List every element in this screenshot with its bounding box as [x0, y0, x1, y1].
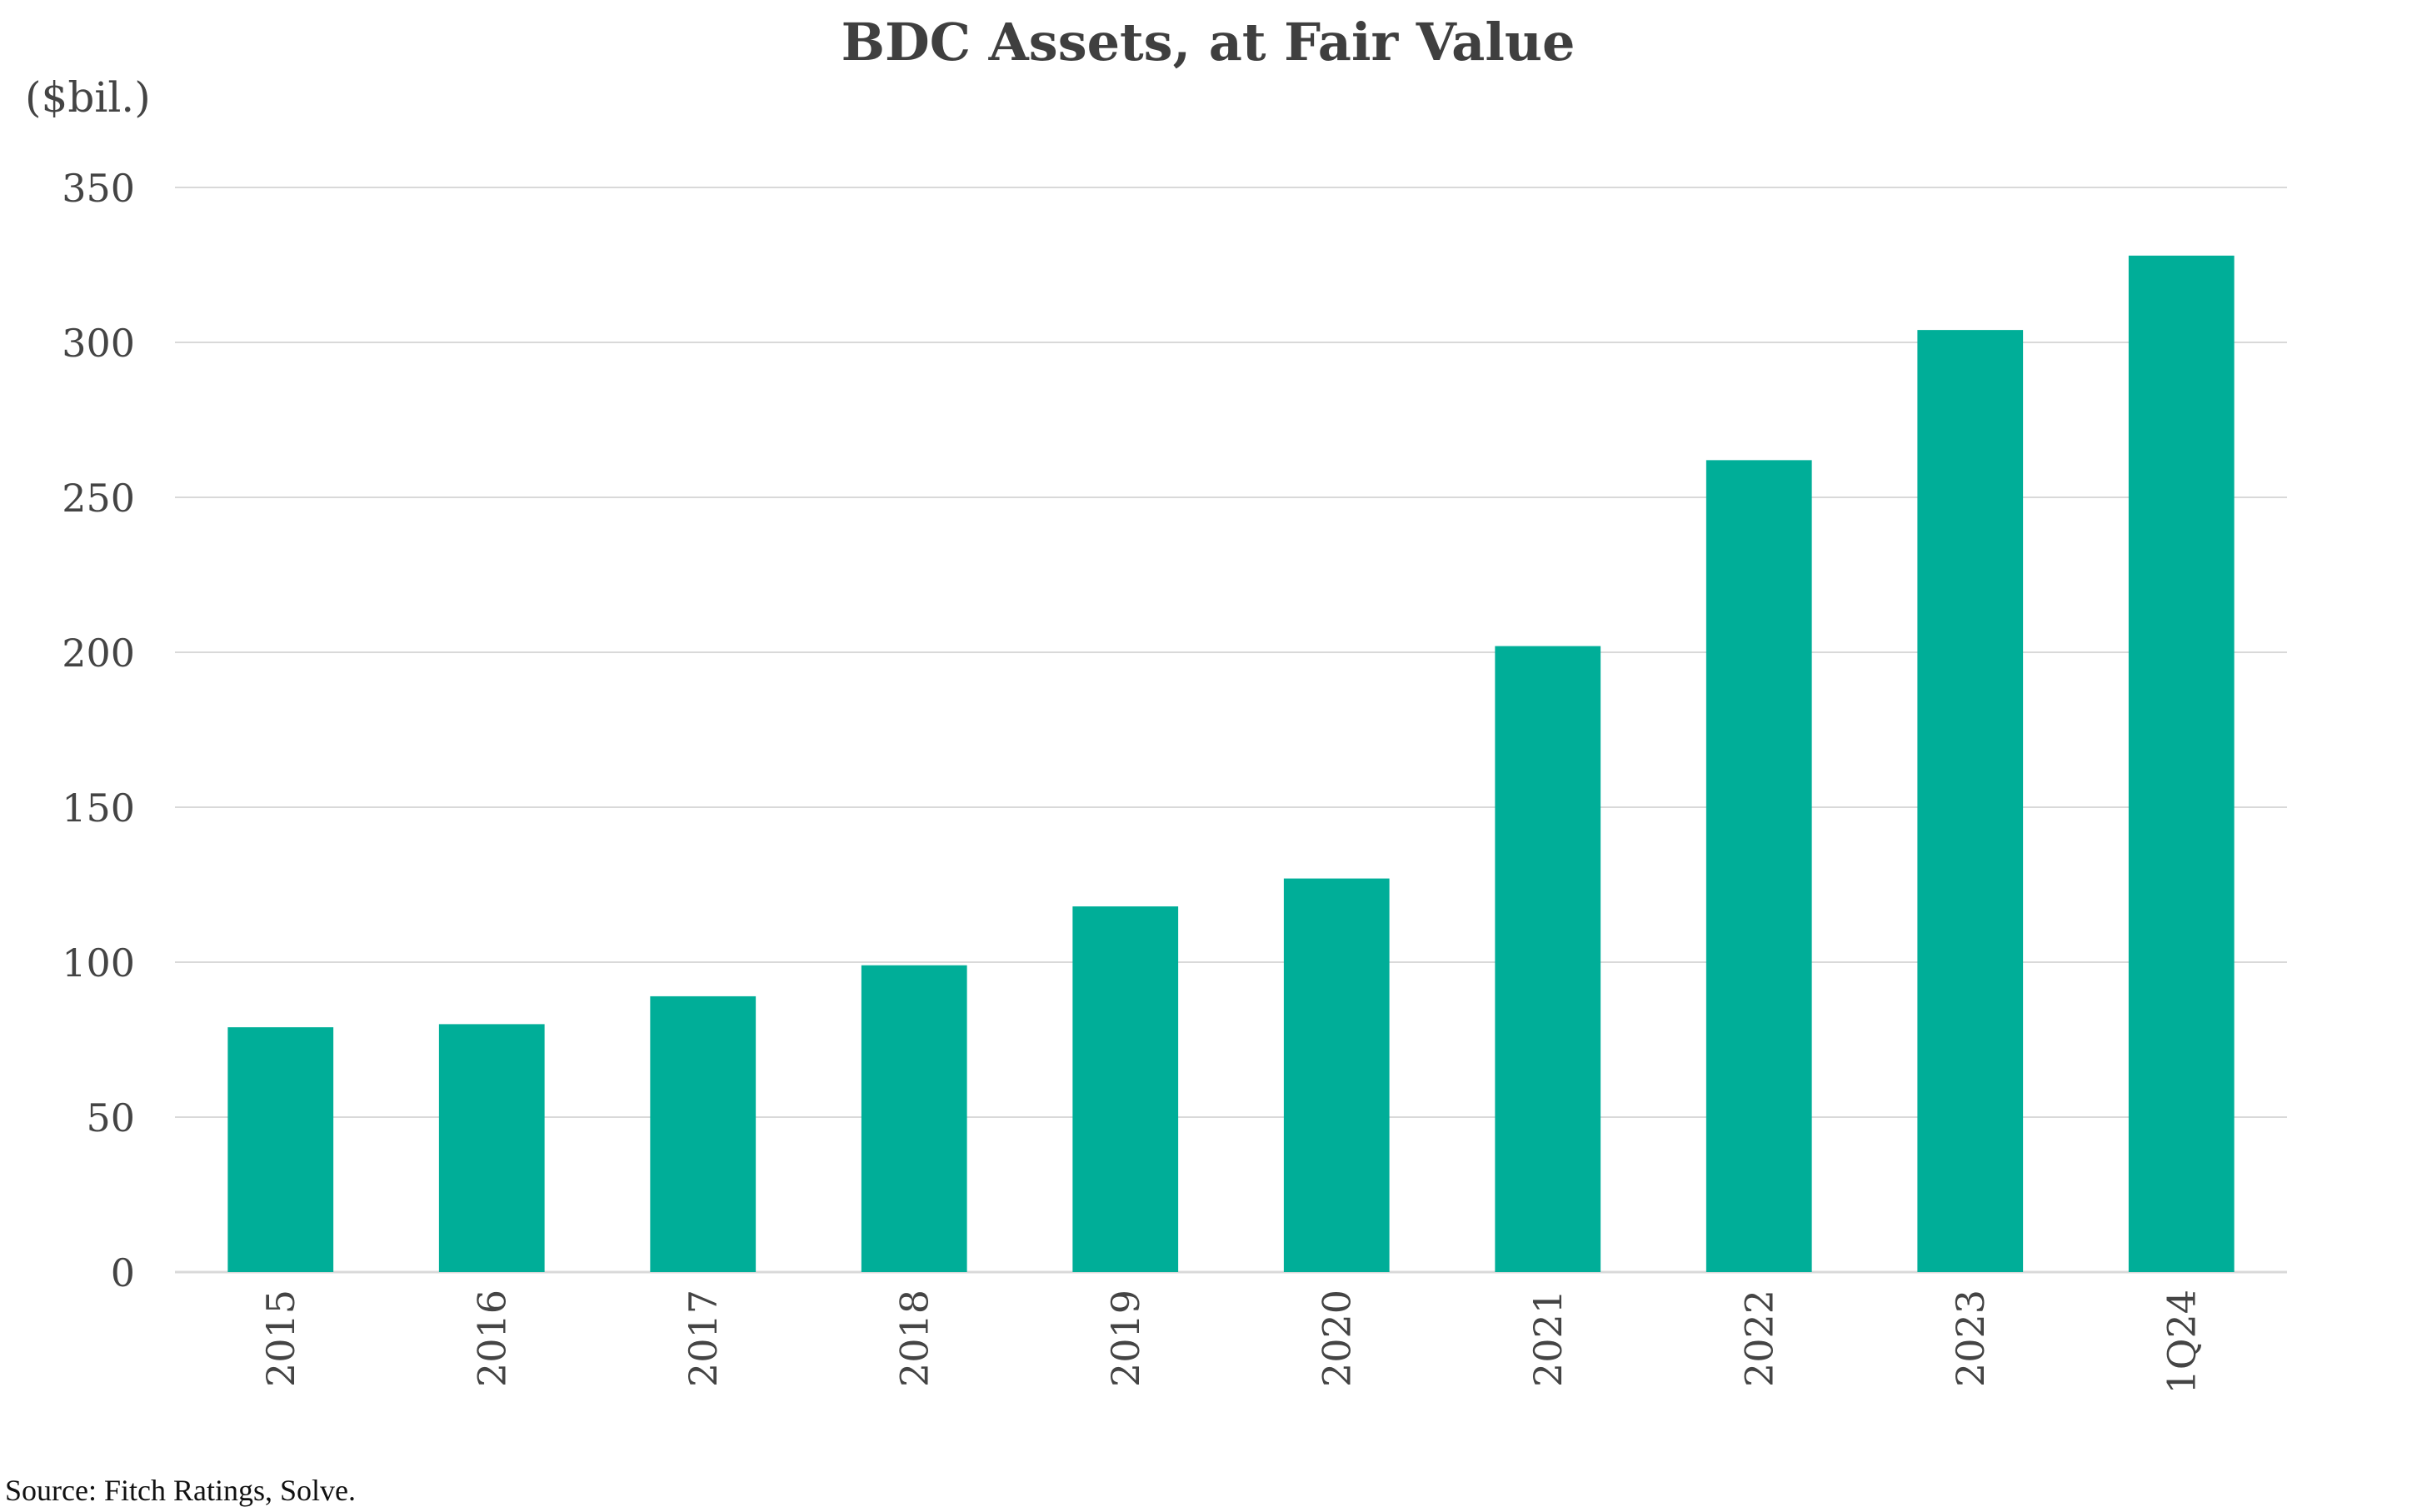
- x-tick-label: 2021: [1526, 1290, 1571, 1387]
- y-tick-label: 50: [86, 1095, 135, 1140]
- y-tick-label: 250: [62, 476, 135, 521]
- bar-2017: [650, 996, 757, 1272]
- x-tick-label: 2015: [258, 1290, 303, 1387]
- y-tick-label: 0: [111, 1250, 135, 1295]
- y-tick-labels: 0 50 100 150 200 250 300 350: [62, 166, 135, 1295]
- x-tick-label: 2022: [1736, 1290, 1781, 1387]
- bar-2021: [1495, 646, 1601, 1272]
- bar-1Q24: [2128, 255, 2235, 1273]
- x-tick-label: 1Q24: [2159, 1290, 2204, 1395]
- x-tick-label: 2018: [891, 1290, 936, 1387]
- y-tick-label: 350: [62, 166, 135, 211]
- y-tick-label: 150: [62, 786, 135, 831]
- x-tick-label: 2020: [1314, 1290, 1359, 1387]
- bar-2019: [1072, 906, 1179, 1272]
- bar-2020: [1283, 878, 1390, 1272]
- x-tick-label: 2023: [1948, 1290, 1993, 1387]
- y-tick-label: 300: [62, 321, 135, 366]
- bars: [227, 255, 2235, 1273]
- x-tick-label: 2016: [469, 1290, 514, 1387]
- chart-title: BDC Assets, at Fair Value: [841, 12, 1576, 72]
- x-tick-label: 2017: [681, 1290, 726, 1387]
- y-axis-label: ($bil.): [25, 73, 151, 122]
- bar-2015: [227, 1027, 334, 1272]
- y-tick-label: 100: [62, 941, 135, 986]
- bar-2023: [1917, 330, 2024, 1272]
- bar-2016: [438, 1024, 545, 1272]
- x-tick-label: 2019: [1103, 1290, 1148, 1387]
- bar-2022: [1705, 460, 1812, 1272]
- y-tick-label: 200: [62, 631, 135, 676]
- x-tick-labels: 2015 2016 2017 2018 2019 2020 2021 2022 2023 1Q24: [258, 1290, 2205, 1395]
- bar-2018: [861, 965, 967, 1272]
- source-note: Source: Fitch Ratings, Solve.: [5, 1474, 356, 1507]
